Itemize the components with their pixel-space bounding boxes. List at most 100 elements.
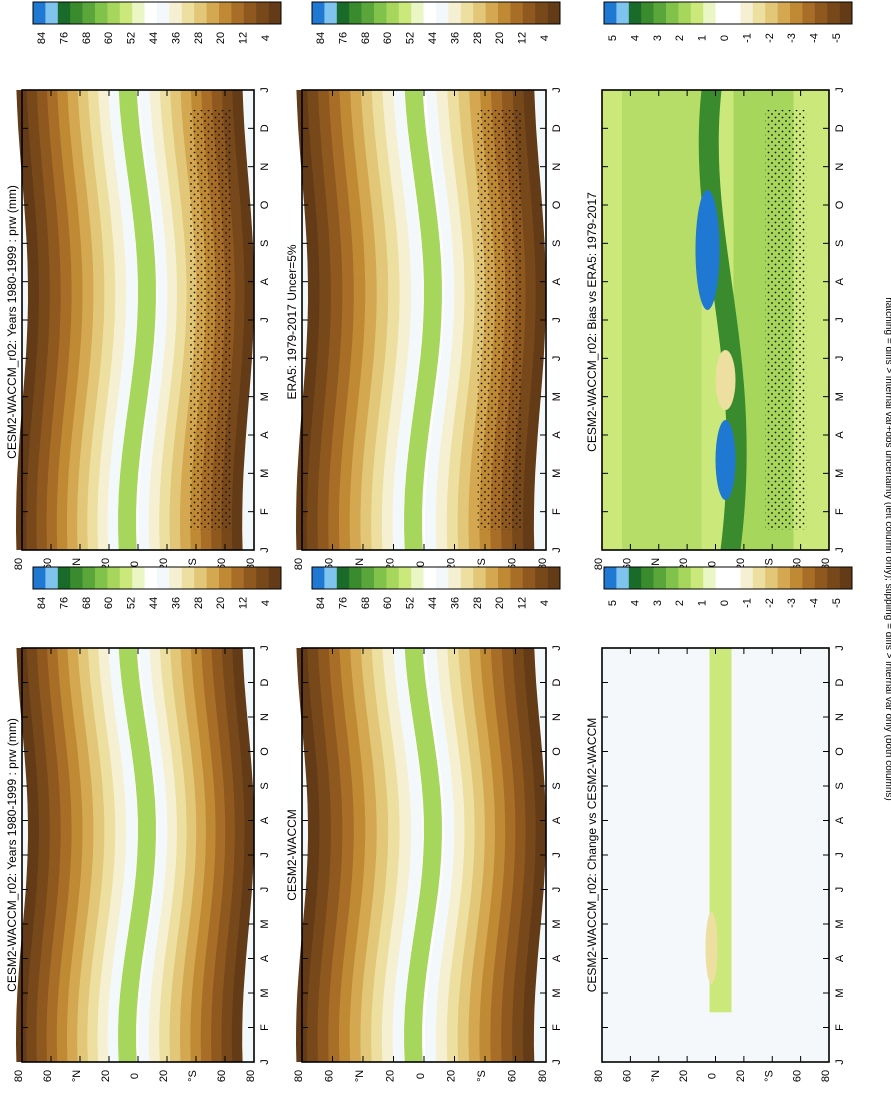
colorbar-swatch xyxy=(70,2,83,24)
stippling xyxy=(765,110,807,530)
colorbar-swatch xyxy=(839,567,853,589)
contour-max xyxy=(695,190,720,310)
colorbar-swatch xyxy=(485,567,499,589)
colorbar-label: 20 xyxy=(494,32,506,44)
colorbar-swatch xyxy=(349,2,362,24)
panel-title: CESM2-WACCM_r02: Bias vs ERA5: 1979-2017 xyxy=(585,192,599,452)
colorbar-label: 68 xyxy=(81,32,93,44)
colorbar-label: 4 xyxy=(629,35,641,41)
colorbar-label: -1 xyxy=(741,598,753,608)
colorbar-swatch xyxy=(132,2,145,24)
colorbar-swatch xyxy=(752,567,766,589)
colorbar-swatch xyxy=(510,2,524,24)
y-tick-label: 0 xyxy=(129,561,141,567)
colorbar-swatch xyxy=(653,2,667,24)
colorbar-swatch xyxy=(256,2,269,24)
colorbar-label: 84 xyxy=(36,597,48,609)
colorbar-swatch xyxy=(144,2,158,24)
colorbar-label: -4 xyxy=(809,598,821,608)
x-tick-label: J xyxy=(551,887,563,893)
x-tick-label: J xyxy=(834,356,846,362)
colorbar-swatch xyxy=(473,567,486,589)
colorbar-label: 0 xyxy=(719,600,731,606)
colorbar-label: 76 xyxy=(58,32,70,44)
colorbar-swatch xyxy=(398,567,412,589)
colorbar-label: 28 xyxy=(472,597,484,609)
colorbar-swatch xyxy=(777,567,791,589)
colorbar-swatch xyxy=(243,567,257,589)
y-tick-label: °N xyxy=(650,1070,662,1082)
x-tick-label: J xyxy=(834,547,846,553)
y-tick-label: °S xyxy=(187,558,199,570)
x-tick-label: A xyxy=(551,954,563,962)
x-tick-label: D xyxy=(834,124,846,132)
colorbar-label: 52 xyxy=(126,32,138,44)
colorbar-label: -2 xyxy=(764,598,776,608)
colorbar-label: 28 xyxy=(472,32,484,44)
colorbar-swatch xyxy=(653,567,667,589)
colorbar-swatch xyxy=(374,2,387,24)
colorbar-swatch xyxy=(814,567,828,589)
colorbar-label: 52 xyxy=(405,32,417,44)
y-tick-label: 0 xyxy=(129,1073,141,1079)
x-tick-label: O xyxy=(551,200,563,209)
colorbar-swatch xyxy=(206,2,220,24)
colorbar-label: 20 xyxy=(494,597,506,609)
colorbar-label: 68 xyxy=(360,597,372,609)
x-tick-label: A xyxy=(259,954,271,962)
x-tick-label: J xyxy=(834,852,846,858)
colorbar-label: 60 xyxy=(103,597,115,609)
colorbar-swatch xyxy=(423,2,437,24)
colorbar-label: 76 xyxy=(337,32,349,44)
colorbar-swatch xyxy=(361,2,375,24)
x-tick-label: A xyxy=(259,431,271,439)
y-tick-label: 0 xyxy=(415,561,427,567)
colorbar-frame xyxy=(311,1,561,25)
colorbar-swatch xyxy=(790,2,803,24)
y-tick-label: 60 xyxy=(42,1070,54,1082)
colorbar-label: 4 xyxy=(629,600,641,606)
colorbar-label: 12 xyxy=(238,32,250,44)
colorbar-label: 44 xyxy=(148,32,160,44)
colorbar-label: 4 xyxy=(539,600,551,606)
colorbar-label: 4 xyxy=(539,35,551,41)
x-tick-label: J xyxy=(834,645,846,651)
colorbar-swatch xyxy=(547,567,561,589)
y-tick-label: °S xyxy=(763,558,775,570)
colorbar-label: -3 xyxy=(786,598,798,608)
x-tick-label: F xyxy=(259,508,271,515)
x-tick-label: A xyxy=(259,277,271,285)
x-tick-label: F xyxy=(259,1024,271,1031)
y-tick-label: °S xyxy=(476,1070,488,1082)
colorbar-swatch xyxy=(33,2,46,24)
colorbar-swatch xyxy=(666,2,679,24)
x-tick-label: S xyxy=(834,240,846,247)
colorbar-frame xyxy=(311,566,561,590)
y-tick-label: °N xyxy=(71,1070,83,1082)
x-tick-label: J xyxy=(834,317,846,323)
x-tick-label: D xyxy=(259,678,271,686)
colorbar-swatch xyxy=(790,567,803,589)
x-tick-label: S xyxy=(551,240,563,247)
y-tick-label: 20 xyxy=(158,1070,170,1082)
x-tick-label: A xyxy=(834,816,846,824)
x-tick-label: A xyxy=(259,816,271,824)
colorbar-swatch xyxy=(132,567,145,589)
colorbar-swatch xyxy=(604,567,617,589)
colorbar-label: 68 xyxy=(81,597,93,609)
colorbar-swatch xyxy=(703,567,716,589)
colorbar-swatch xyxy=(690,2,704,24)
colorbar-swatch xyxy=(703,2,716,24)
stippling xyxy=(477,110,522,530)
colorbar-label: 28 xyxy=(193,32,205,44)
colorbar-swatch xyxy=(802,2,816,24)
y-tick-label: 80 xyxy=(593,1070,605,1082)
colorbar-swatch xyxy=(194,2,207,24)
x-tick-label: M xyxy=(259,988,271,997)
colorbar-swatch xyxy=(616,567,630,589)
colorbar-swatch xyxy=(522,567,536,589)
colorbar-swatch xyxy=(312,2,325,24)
